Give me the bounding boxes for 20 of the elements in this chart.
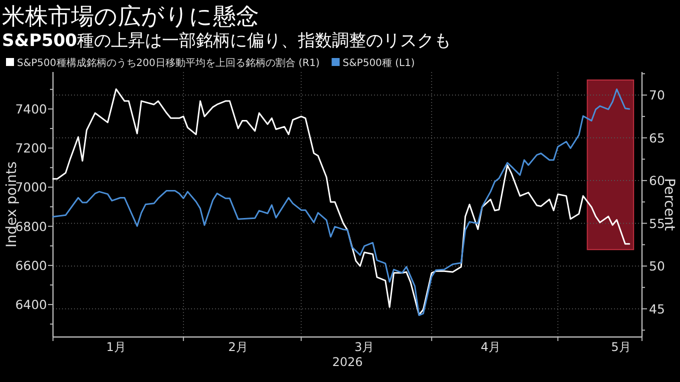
y2-tick-label: 60: [649, 173, 665, 188]
y-tick-label: 7400: [15, 101, 48, 116]
x-tick-label: 2月: [228, 340, 248, 354]
y-tick-label: 6600: [15, 258, 48, 273]
y-tick-label: 7200: [15, 140, 48, 156]
y2-tick-label: 45: [649, 301, 665, 316]
x-tick-label: 5月: [611, 340, 631, 354]
y2-tick-label: 70: [649, 88, 665, 103]
y-tick-label: 6800: [15, 218, 48, 234]
x-tick-label: 3月: [354, 340, 374, 354]
legend-label: S&P500種 (L1): [342, 58, 415, 69]
x-axis-title: 2026: [332, 355, 363, 369]
chart-subtitle: S&P500種の上昇は一部銘柄に偏り、指数調整のリスクも: [2, 31, 452, 51]
legend-label: S&P500種構成銘柄のうち200日移動平均を上回る銘柄の割合 (R1): [17, 57, 320, 69]
chart-title: 米株市場の広がりに懸念: [2, 4, 259, 29]
x-tick-label: 1月: [106, 340, 126, 354]
y2-tick-label: 50: [649, 258, 665, 274]
x-tick-label: 4月: [480, 340, 500, 354]
y2-tick-label: 65: [649, 130, 665, 146]
y-tick-label: 6400: [15, 297, 48, 312]
